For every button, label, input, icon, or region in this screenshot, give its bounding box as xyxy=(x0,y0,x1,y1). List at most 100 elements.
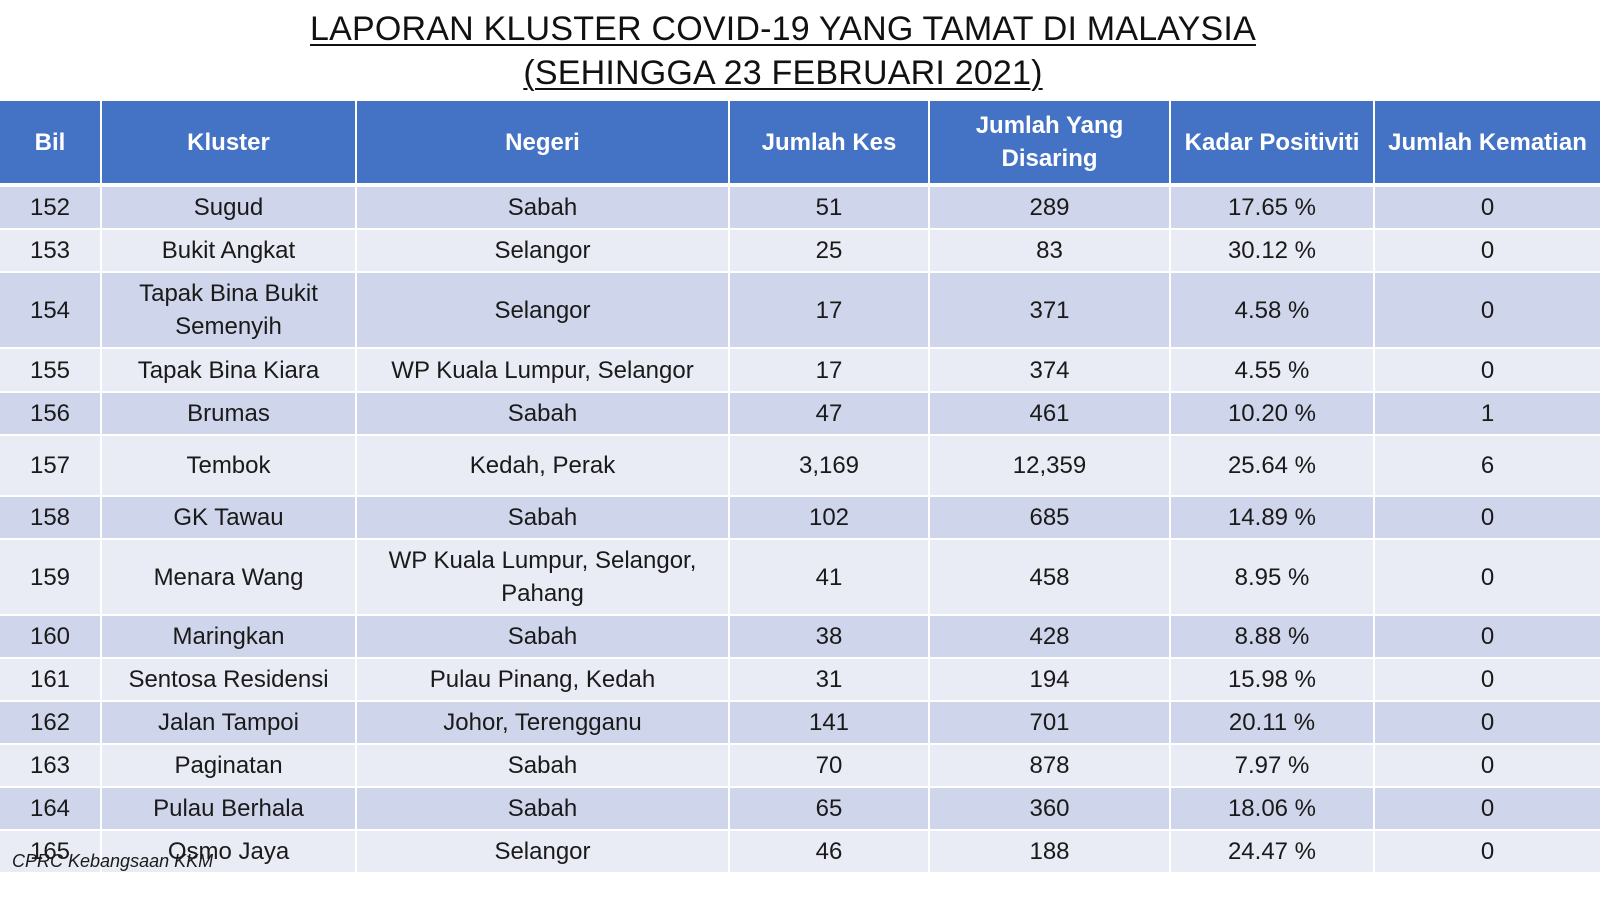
table-row: 158 GK Tawau Sabah 102 685 14.89 % 0 xyxy=(0,496,1600,540)
header-jumlah-disaring: Jumlah Yang Disaring xyxy=(929,101,1171,187)
table-header: Bil Kluster Negeri Jumlah Kes Jumlah Yan… xyxy=(0,101,1600,187)
cell-kadar-positiviti: 25.64 % xyxy=(1170,435,1375,497)
table-row: 155 Tapak Bina Kiara WP Kuala Lumpur, Se… xyxy=(0,348,1600,393)
cell-jumlah-kematian: 0 xyxy=(1374,701,1600,745)
cell-jumlah-kes: 25 xyxy=(729,229,930,273)
table-body: 152 Sugud Sabah 51 289 17.65 % 0 153 Buk… xyxy=(0,185,1600,874)
cell-negeri: Johor, Terengganu xyxy=(356,701,730,745)
title-line-2: (SEHINGGA 23 FEBRUARI 2021) xyxy=(523,54,1043,92)
cell-bil: 158 xyxy=(0,496,102,540)
header-jumlah-kes: Jumlah Kes xyxy=(729,101,930,187)
cell-kluster: Sentosa Residensi xyxy=(101,658,357,702)
cell-negeri: Sabah xyxy=(356,392,730,436)
cell-kadar-positiviti: 17.65 % xyxy=(1170,185,1375,230)
cell-bil: 153 xyxy=(0,229,102,273)
cell-jumlah-kematian: 0 xyxy=(1374,185,1600,230)
cell-jumlah-kematian: 0 xyxy=(1374,658,1600,702)
cell-jumlah-kes: 102 xyxy=(729,496,930,540)
cell-kadar-positiviti: 7.97 % xyxy=(1170,744,1375,788)
cell-bil: 160 xyxy=(0,615,102,659)
table-row: 154 Tapak Bina Bukit Semenyih Selangor 1… xyxy=(0,272,1600,349)
cell-kluster: Tembok xyxy=(101,435,357,497)
report-title: LAPORAN KLUSTER COVID-19 YANG TAMAT DI M… xyxy=(0,8,1566,94)
cell-negeri: Selangor xyxy=(356,229,730,273)
cell-bil: 159 xyxy=(0,539,102,616)
cell-kluster: Maringkan xyxy=(101,615,357,659)
cell-kluster: Tapak Bina Bukit Semenyih xyxy=(101,272,357,349)
table-row: 162 Jalan Tampoi Johor, Terengganu 141 7… xyxy=(0,701,1600,745)
cell-jumlah-disaring: 458 xyxy=(929,539,1171,616)
table-row: 163 Paginatan Sabah 70 878 7.97 % 0 xyxy=(0,744,1600,788)
cell-bil: 162 xyxy=(0,701,102,745)
header-kluster: Kluster xyxy=(101,101,357,187)
cell-jumlah-disaring: 878 xyxy=(929,744,1171,788)
cell-negeri: Sabah xyxy=(356,615,730,659)
header-jumlah-kematian: Jumlah Kematian xyxy=(1374,101,1600,187)
cell-kadar-positiviti: 18.06 % xyxy=(1170,787,1375,831)
cell-bil: 156 xyxy=(0,392,102,436)
cell-kluster: Tapak Bina Kiara xyxy=(101,348,357,393)
cell-kluster: Jalan Tampoi xyxy=(101,701,357,745)
cell-jumlah-disaring: 12,359 xyxy=(929,435,1171,497)
cell-kluster: Pulau Berhala xyxy=(101,787,357,831)
cell-bil: 157 xyxy=(0,435,102,497)
cell-kluster: Osmo Jaya xyxy=(101,830,357,874)
header-kadar-positiviti: Kadar Positiviti xyxy=(1170,101,1375,187)
cell-kadar-positiviti: 20.11 % xyxy=(1170,701,1375,745)
title-line-1: LAPORAN KLUSTER COVID-19 YANG TAMAT DI M… xyxy=(310,10,1256,48)
cell-jumlah-kematian: 0 xyxy=(1374,539,1600,616)
cluster-table-container: Bil Kluster Negeri Jumlah Kes Jumlah Yan… xyxy=(0,101,1600,874)
cell-bil: 163 xyxy=(0,744,102,788)
cell-kadar-positiviti: 30.12 % xyxy=(1170,229,1375,273)
cell-kluster: Brumas xyxy=(101,392,357,436)
cell-kadar-positiviti: 14.89 % xyxy=(1170,496,1375,540)
cell-jumlah-disaring: 701 xyxy=(929,701,1171,745)
cell-jumlah-disaring: 83 xyxy=(929,229,1171,273)
cell-bil: 154 xyxy=(0,272,102,349)
cell-jumlah-disaring: 685 xyxy=(929,496,1171,540)
cell-jumlah-kematian: 0 xyxy=(1374,348,1600,393)
cell-negeri: Sabah xyxy=(356,744,730,788)
header-row: Bil Kluster Negeri Jumlah Kes Jumlah Yan… xyxy=(0,101,1600,187)
cell-kadar-positiviti: 24.47 % xyxy=(1170,830,1375,874)
table-row: 159 Menara Wang WP Kuala Lumpur, Selango… xyxy=(0,539,1600,616)
cell-kadar-positiviti: 4.58 % xyxy=(1170,272,1375,349)
cell-kluster: Menara Wang xyxy=(101,539,357,616)
cell-jumlah-kematian: 0 xyxy=(1374,744,1600,788)
cell-kluster: GK Tawau xyxy=(101,496,357,540)
cell-bil: 161 xyxy=(0,658,102,702)
cell-negeri: WP Kuala Lumpur, Selangor, Pahang xyxy=(356,539,730,616)
cell-jumlah-disaring: 360 xyxy=(929,787,1171,831)
cell-jumlah-kematian: 6 xyxy=(1374,435,1600,497)
cell-jumlah-disaring: 188 xyxy=(929,830,1171,874)
cell-negeri: Sabah xyxy=(356,787,730,831)
cell-jumlah-disaring: 461 xyxy=(929,392,1171,436)
cell-kluster: Paginatan xyxy=(101,744,357,788)
cell-jumlah-kematian: 0 xyxy=(1374,272,1600,349)
cell-jumlah-kematian: 0 xyxy=(1374,496,1600,540)
cell-kadar-positiviti: 8.95 % xyxy=(1170,539,1375,616)
table-row: 160 Maringkan Sabah 38 428 8.88 % 0 xyxy=(0,615,1600,659)
table-row: 161 Sentosa Residensi Pulau Pinang, Keda… xyxy=(0,658,1600,702)
cell-kadar-positiviti: 15.98 % xyxy=(1170,658,1375,702)
cell-jumlah-disaring: 194 xyxy=(929,658,1171,702)
source-footer: CPRC Kebangsaan KKM xyxy=(12,851,214,871)
cell-jumlah-kes: 3,169 xyxy=(729,435,930,497)
cell-jumlah-kematian: 0 xyxy=(1374,787,1600,831)
cell-jumlah-kematian: 0 xyxy=(1374,830,1600,874)
cell-jumlah-kes: 47 xyxy=(729,392,930,436)
cell-jumlah-kes: 46 xyxy=(729,830,930,874)
cell-jumlah-kes: 17 xyxy=(729,272,930,349)
cell-jumlah-disaring: 371 xyxy=(929,272,1171,349)
cell-jumlah-kes: 141 xyxy=(729,701,930,745)
table-row: 165 Osmo Jaya Selangor 46 188 24.47 % 0 xyxy=(0,830,1600,874)
cell-jumlah-kes: 17 xyxy=(729,348,930,393)
table-row: 157 Tembok Kedah, Perak 3,169 12,359 25.… xyxy=(0,435,1600,497)
cell-kluster: Bukit Angkat xyxy=(101,229,357,273)
cell-jumlah-kematian: 0 xyxy=(1374,615,1600,659)
cell-jumlah-kes: 65 xyxy=(729,787,930,831)
cell-negeri: WP Kuala Lumpur, Selangor xyxy=(356,348,730,393)
cell-jumlah-kes: 31 xyxy=(729,658,930,702)
cell-jumlah-kes: 70 xyxy=(729,744,930,788)
cell-negeri: Pulau Pinang, Kedah xyxy=(356,658,730,702)
